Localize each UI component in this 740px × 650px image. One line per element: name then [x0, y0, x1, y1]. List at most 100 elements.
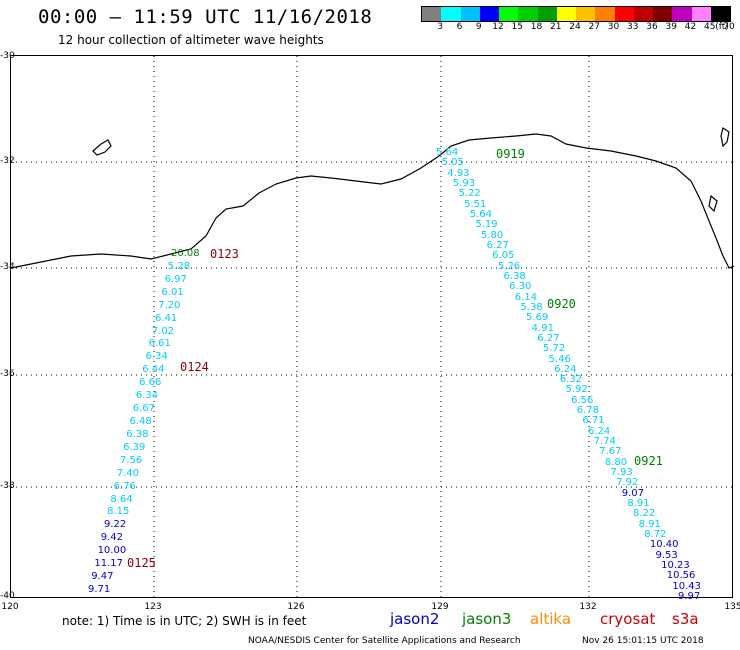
color-swatch: [441, 7, 461, 21]
wave-height-value: 6.01: [161, 286, 184, 298]
time-label-0123: 0123: [210, 247, 239, 261]
map-plot-area: [10, 55, 734, 599]
wave-height-value: 5.28: [167, 260, 191, 272]
color-swatch: [460, 7, 480, 21]
wave-height-value: 6.24: [554, 363, 577, 375]
color-swatch: [710, 7, 730, 21]
time-label-0921: 0921: [634, 454, 663, 468]
wave-height-value: 5.51: [464, 198, 487, 210]
color-swatch: [576, 7, 596, 21]
lat-label: -38: [0, 481, 15, 491]
wave-height-value: 6.38: [126, 428, 149, 440]
wave-height-value: 5.80: [481, 229, 504, 241]
color-scale-label: 21: [550, 22, 562, 32]
wave-height-value: 6.71: [582, 415, 605, 427]
footer-credit: NOAA/NESDIS Center for Satellite Applica…: [248, 636, 521, 646]
wave-height-value: 7.02: [151, 325, 175, 337]
map-subtitle: 12 hour collection of altimeter wave hei…: [58, 33, 324, 47]
lat-label: -30: [0, 51, 15, 61]
color-swatch: [537, 7, 557, 21]
color-swatch: [653, 7, 673, 21]
wave-height-value: 9.22: [103, 519, 127, 531]
color-scale-label: 42: [684, 22, 697, 32]
wave-height-value: 8.91: [638, 518, 661, 530]
lat-label: -34: [0, 262, 15, 272]
wave-height-value: 9.71: [88, 584, 111, 595]
wave-height-value: 5.38: [520, 301, 543, 313]
wave-height-value: 5.19: [475, 219, 498, 231]
wave-height-value: 8.72: [644, 529, 667, 541]
color-scale-label: 27: [588, 22, 600, 32]
color-scale-labels: 3 6 9 12 15 18 21 24 27 30 33 36 39 42 45 70 (ft): [421, 22, 735, 34]
wave-height-value: 6.48: [129, 416, 152, 427]
graticule: [11, 56, 734, 599]
wave-height-value: 5.93: [452, 177, 476, 189]
wave-height-value: 10.40: [649, 539, 679, 551]
lat-label: -32: [0, 156, 15, 166]
time-label-0919: 0919: [496, 147, 525, 161]
lon-label: 135: [724, 602, 740, 612]
wave-height-value: 5.69: [526, 312, 549, 324]
color-scale-label: 70: [723, 22, 735, 32]
lon-label: 120: [1, 602, 19, 612]
color-swatch: [518, 7, 538, 21]
wave-height-value: 6.30: [509, 281, 532, 293]
wave-height-value: 6.44: [142, 364, 165, 376]
wave-height-value: 6.56: [571, 394, 594, 406]
wave-height-value: 7.67: [599, 446, 622, 458]
wave-height-value: 4.93: [447, 167, 470, 179]
wave-height-value: 6.76: [113, 480, 136, 492]
color-scale-label: 36: [646, 22, 658, 32]
wave-height-value: 5.72: [542, 343, 566, 355]
wave-height-value: 5.26: [497, 260, 521, 272]
time-label-0125: 0125: [127, 556, 156, 570]
coastline: [11, 133, 734, 269]
wave-height-value: 10.56: [666, 570, 696, 582]
color-swatch: [556, 7, 576, 21]
coastline-map: [11, 56, 734, 599]
color-swatch: [479, 7, 499, 21]
color-scale-label: 33: [627, 22, 639, 32]
color-swatch: [691, 7, 711, 21]
wave-height-value: 6.97: [164, 273, 187, 285]
legend-s3a: s3a: [672, 610, 699, 628]
lat-label: -40: [0, 591, 15, 601]
wave-height-value: 7.93: [610, 467, 633, 479]
wave-height-value: 6.66: [139, 377, 162, 389]
wave-height-value: 6.41: [155, 312, 178, 324]
wave-height-value: 20.08: [171, 248, 200, 259]
wave-height-value: 10.00: [97, 545, 127, 557]
wave-height-value: 6.38: [503, 270, 526, 282]
legend-altika: altika: [530, 610, 572, 628]
wave-height-value: 5.05: [441, 157, 464, 169]
wave-height-value: 4.91: [531, 322, 554, 334]
color-scale-label: 24: [569, 22, 581, 32]
note-text: note: 1) Time is in UTC; 2) SWH is in fe…: [62, 614, 307, 628]
color-scale-label: 30: [607, 22, 620, 32]
wave-height-value: 6.27: [486, 239, 509, 251]
wave-height-value: 10.23: [661, 560, 690, 572]
color-swatch: [595, 7, 615, 21]
wave-height-value: 6.34: [135, 390, 159, 402]
island: [92, 139, 112, 156]
lon-label: 132: [579, 602, 597, 612]
wave-height-value: 10.43: [672, 580, 701, 592]
wave-height-value: 9.07: [621, 487, 644, 499]
wave-height-value: 6.32: [559, 374, 583, 386]
wave-height-value: 6.61: [148, 338, 171, 350]
color-scale-label: 18: [530, 22, 543, 32]
wave-height-value: 5.46: [548, 353, 571, 365]
color-swatch: [614, 7, 634, 21]
wave-height-value: 5.92: [565, 384, 588, 396]
color-scale-unit: (ft): [715, 22, 729, 32]
wave-height-value: 8.15: [107, 506, 130, 518]
wave-height-value: 8.80: [604, 456, 628, 468]
wave-height-value: 5.64: [469, 208, 493, 220]
color-scale-label: 12: [492, 22, 504, 32]
color-scale-label: 15: [511, 22, 523, 32]
map-title: 00:00 – 11:59 UTC 11/16/2018: [38, 6, 373, 28]
coast-fragment-east: [708, 194, 718, 213]
time-label-0124: 0124: [180, 360, 209, 374]
legend-jason2: jason2: [390, 610, 440, 628]
